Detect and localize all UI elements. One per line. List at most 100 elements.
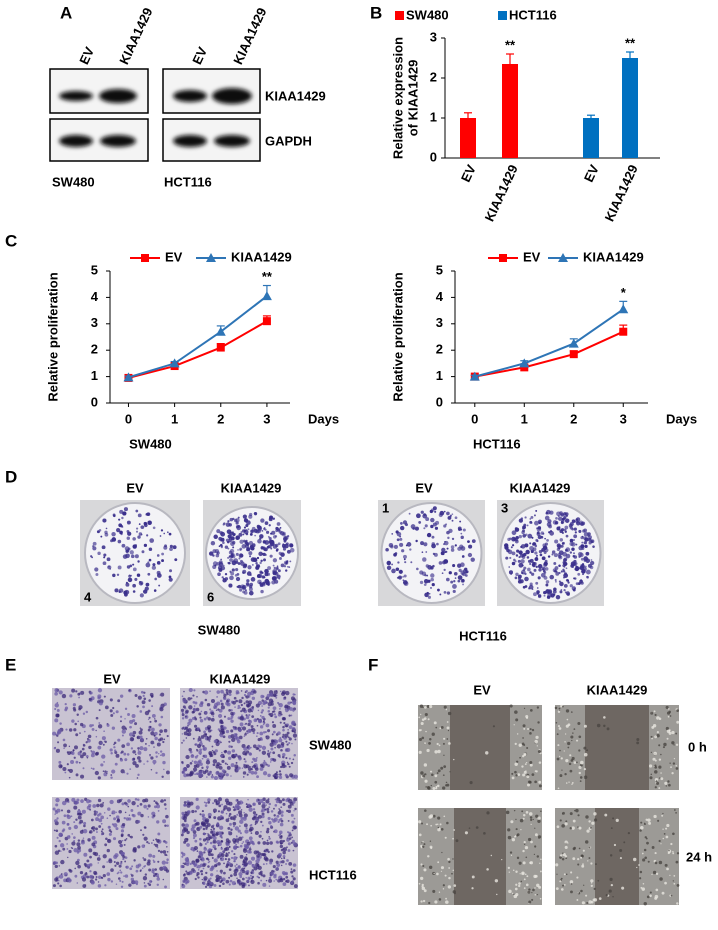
- cell: [241, 697, 243, 699]
- colony: [472, 539, 476, 543]
- cell: [531, 892, 532, 893]
- cell: [196, 696, 198, 698]
- colony: [562, 542, 564, 544]
- colony: [235, 574, 238, 577]
- cell: [291, 762, 293, 764]
- condition-label: KIAA1429: [210, 671, 271, 686]
- cell: [580, 890, 583, 893]
- condition-label: KIAA1429: [221, 480, 282, 495]
- cell: [69, 728, 72, 731]
- cell: [273, 706, 277, 710]
- cell: [287, 762, 289, 764]
- cell: [652, 846, 655, 849]
- cell: [101, 823, 103, 825]
- cell: [219, 826, 223, 830]
- colony: [463, 529, 466, 532]
- cell: [525, 715, 528, 718]
- cell: [644, 823, 646, 825]
- cell: [562, 852, 563, 853]
- cell: [653, 871, 656, 874]
- cell: [112, 810, 116, 814]
- cell: [152, 855, 155, 858]
- colony: [263, 528, 265, 530]
- cell: [98, 855, 100, 857]
- colony: [230, 518, 234, 522]
- colony: [218, 568, 222, 572]
- colony: [432, 542, 435, 545]
- cell: [229, 883, 231, 885]
- colony: [240, 587, 242, 589]
- cell: [89, 698, 92, 701]
- cell: [519, 862, 522, 865]
- colony: [447, 548, 449, 550]
- cell: [83, 837, 84, 838]
- cell: [88, 848, 92, 852]
- colony: [584, 541, 587, 544]
- cell: [420, 877, 423, 880]
- colony: [395, 552, 398, 555]
- colony: [580, 536, 583, 539]
- cell: [124, 758, 127, 761]
- cell: [73, 707, 76, 710]
- cell: [165, 841, 168, 844]
- cell: [537, 721, 539, 723]
- colony: [273, 558, 277, 562]
- colony: [394, 545, 398, 549]
- cell: [673, 744, 674, 745]
- cell: [146, 841, 148, 843]
- cell: [199, 748, 202, 751]
- cell: [252, 864, 254, 866]
- cell: [523, 818, 525, 820]
- colony: [416, 513, 421, 518]
- cell: [419, 738, 422, 741]
- plate-number: 1: [382, 500, 389, 515]
- colony: [277, 565, 279, 567]
- cell: [137, 820, 140, 823]
- cell: [263, 721, 265, 723]
- colony: [214, 565, 216, 567]
- colony: [519, 550, 523, 554]
- cell: [234, 865, 235, 866]
- cell: [217, 822, 220, 825]
- colony: [460, 570, 465, 575]
- cell: [236, 857, 238, 859]
- cell: [290, 715, 292, 717]
- colony: [423, 527, 425, 529]
- cell: [612, 817, 614, 819]
- cell: [223, 697, 226, 700]
- cell: [183, 874, 186, 877]
- cell: [439, 892, 440, 893]
- cell: [272, 819, 276, 823]
- cell: [65, 706, 68, 709]
- cell: [138, 751, 142, 755]
- cell: [218, 831, 222, 835]
- cell: [89, 870, 91, 872]
- colony: [169, 569, 172, 572]
- cell: [576, 899, 578, 901]
- cell: [201, 767, 203, 769]
- cell: [251, 715, 254, 718]
- cell: [430, 771, 432, 773]
- colony: [583, 567, 587, 571]
- cell: [289, 714, 291, 716]
- cell: [149, 717, 151, 719]
- cell: [443, 743, 445, 745]
- cell: [264, 808, 266, 810]
- cell: [253, 690, 256, 693]
- cell: [211, 699, 215, 703]
- cell: [161, 776, 163, 778]
- colony: [271, 580, 275, 584]
- colony: [410, 561, 412, 563]
- colony: [537, 587, 539, 589]
- cell: [109, 815, 111, 817]
- cell: [127, 806, 129, 808]
- cell-line-label: HCT116: [164, 174, 212, 189]
- cell: [293, 877, 296, 880]
- colony: [273, 565, 275, 567]
- cell: [570, 812, 573, 815]
- colony: [404, 558, 406, 560]
- colony: [512, 544, 514, 546]
- cell: [230, 874, 233, 877]
- cell: [153, 743, 154, 744]
- colony: [277, 522, 281, 526]
